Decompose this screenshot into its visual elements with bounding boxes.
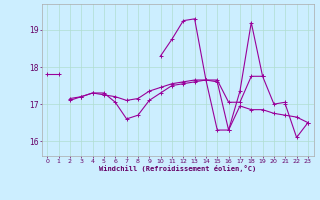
X-axis label: Windchill (Refroidissement éolien,°C): Windchill (Refroidissement éolien,°C) (99, 165, 256, 172)
